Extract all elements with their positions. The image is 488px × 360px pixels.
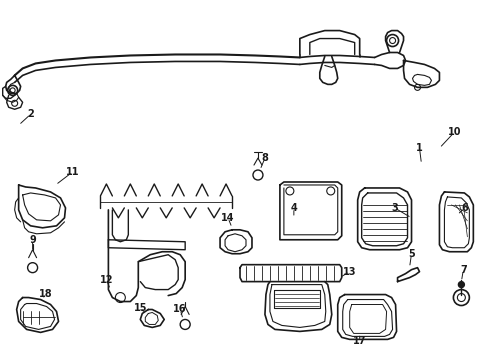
Text: 17: 17	[352, 336, 366, 346]
Text: 16: 16	[173, 305, 186, 315]
Text: 6: 6	[460, 203, 467, 213]
Text: 11: 11	[65, 167, 79, 177]
Text: 12: 12	[100, 275, 113, 285]
Text: 14: 14	[221, 213, 234, 223]
Text: 15: 15	[133, 302, 147, 312]
Text: 7: 7	[459, 265, 466, 275]
Text: 9: 9	[29, 235, 36, 245]
Text: 2: 2	[27, 109, 34, 119]
Text: 3: 3	[390, 203, 397, 213]
Text: 4: 4	[290, 203, 297, 213]
Text: 8: 8	[261, 153, 268, 163]
Circle shape	[457, 282, 464, 288]
Text: 10: 10	[447, 127, 460, 137]
Text: 18: 18	[39, 289, 52, 298]
Text: 5: 5	[407, 249, 414, 259]
Text: 1: 1	[415, 143, 422, 153]
Text: 13: 13	[342, 267, 356, 276]
